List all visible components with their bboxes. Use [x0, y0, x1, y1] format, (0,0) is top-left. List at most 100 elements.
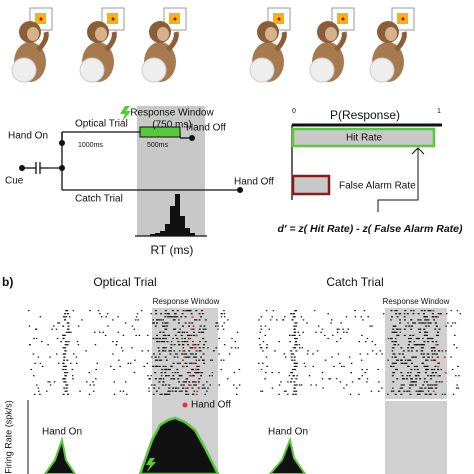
- hand-off: [195, 393, 198, 396]
- spike: [401, 353, 404, 355]
- spike: [168, 316, 171, 318]
- arm: [334, 31, 347, 52]
- spike: [64, 365, 67, 367]
- spike: [431, 337, 434, 340]
- spike: [420, 347, 423, 349]
- spike: [412, 356, 415, 358]
- spike: [292, 313, 295, 315]
- spike: [226, 378, 229, 380]
- spike: [417, 390, 420, 392]
- spike: [67, 325, 70, 327]
- spike: [161, 368, 164, 371]
- spike: [398, 353, 401, 355]
- spike: [262, 350, 264, 352]
- spike: [435, 381, 438, 383]
- spike: [168, 350, 171, 352]
- label: 500ms: [147, 142, 169, 149]
- spike: [358, 393, 360, 395]
- spike: [174, 390, 177, 392]
- spike: [141, 350, 144, 352]
- spike: [62, 362, 65, 364]
- label: Hand Off: [234, 177, 274, 188]
- spike: [186, 334, 189, 336]
- spike: [391, 347, 394, 349]
- spike: [112, 353, 114, 355]
- spike: [399, 328, 402, 330]
- spike: [410, 319, 413, 321]
- spike: [85, 350, 87, 352]
- psth-area: [43, 436, 77, 474]
- spike: [172, 337, 174, 340]
- spike: [120, 347, 123, 349]
- spike: [291, 334, 293, 336]
- spike: [166, 322, 169, 324]
- spike: [164, 372, 167, 374]
- face: [325, 27, 337, 41]
- spike: [223, 310, 225, 312]
- spike: [121, 350, 124, 352]
- spike: [93, 384, 95, 386]
- spike: [40, 341, 43, 343]
- spike: [81, 319, 83, 321]
- spike: [294, 310, 297, 312]
- spike: [172, 387, 174, 389]
- spike: [161, 350, 164, 352]
- hist-bar: [155, 233, 160, 236]
- spike: [416, 365, 419, 367]
- spike: [434, 393, 437, 395]
- spike: [157, 319, 160, 321]
- spike: [407, 359, 409, 361]
- spike: [395, 331, 398, 333]
- spike: [262, 362, 264, 364]
- spike: [164, 384, 167, 386]
- spike: [402, 350, 405, 352]
- spike: [203, 362, 206, 364]
- spike: [182, 387, 185, 389]
- spike: [221, 325, 224, 327]
- spike: [321, 372, 324, 374]
- spike: [375, 353, 378, 355]
- spike: [336, 331, 339, 333]
- spike: [397, 344, 400, 346]
- spike: [167, 313, 170, 315]
- spike: [404, 310, 407, 312]
- spike: [308, 375, 311, 377]
- spike: [396, 359, 398, 361]
- spike: [131, 325, 134, 327]
- spike: [291, 319, 294, 321]
- spike: [264, 334, 267, 336]
- spike: [298, 334, 301, 336]
- spike: [420, 310, 423, 312]
- spike: [400, 347, 403, 349]
- spike: [408, 359, 411, 361]
- spike: [62, 337, 65, 340]
- spike: [430, 378, 433, 380]
- spike: [147, 334, 149, 336]
- spike: [264, 378, 266, 380]
- spike: [415, 344, 418, 346]
- spike: [315, 331, 317, 333]
- spike: [430, 359, 433, 361]
- spike: [174, 316, 177, 318]
- spike: [437, 350, 440, 352]
- spike: [423, 365, 426, 367]
- spike: [291, 368, 294, 371]
- spike: [429, 384, 432, 386]
- spike: [186, 378, 189, 380]
- spike: [426, 334, 429, 336]
- spike: [421, 390, 424, 392]
- spike: [293, 359, 296, 361]
- spike: [171, 390, 174, 392]
- spike: [55, 353, 58, 355]
- spike: [258, 319, 260, 321]
- spike: [434, 316, 437, 318]
- face: [265, 27, 277, 41]
- spike: [140, 310, 143, 312]
- spike: [427, 310, 430, 312]
- spike: [424, 387, 427, 389]
- spike: [112, 319, 114, 321]
- title: Catch Trial: [326, 275, 383, 289]
- spike: [317, 325, 320, 327]
- spike: [293, 387, 296, 389]
- spike: [160, 359, 163, 361]
